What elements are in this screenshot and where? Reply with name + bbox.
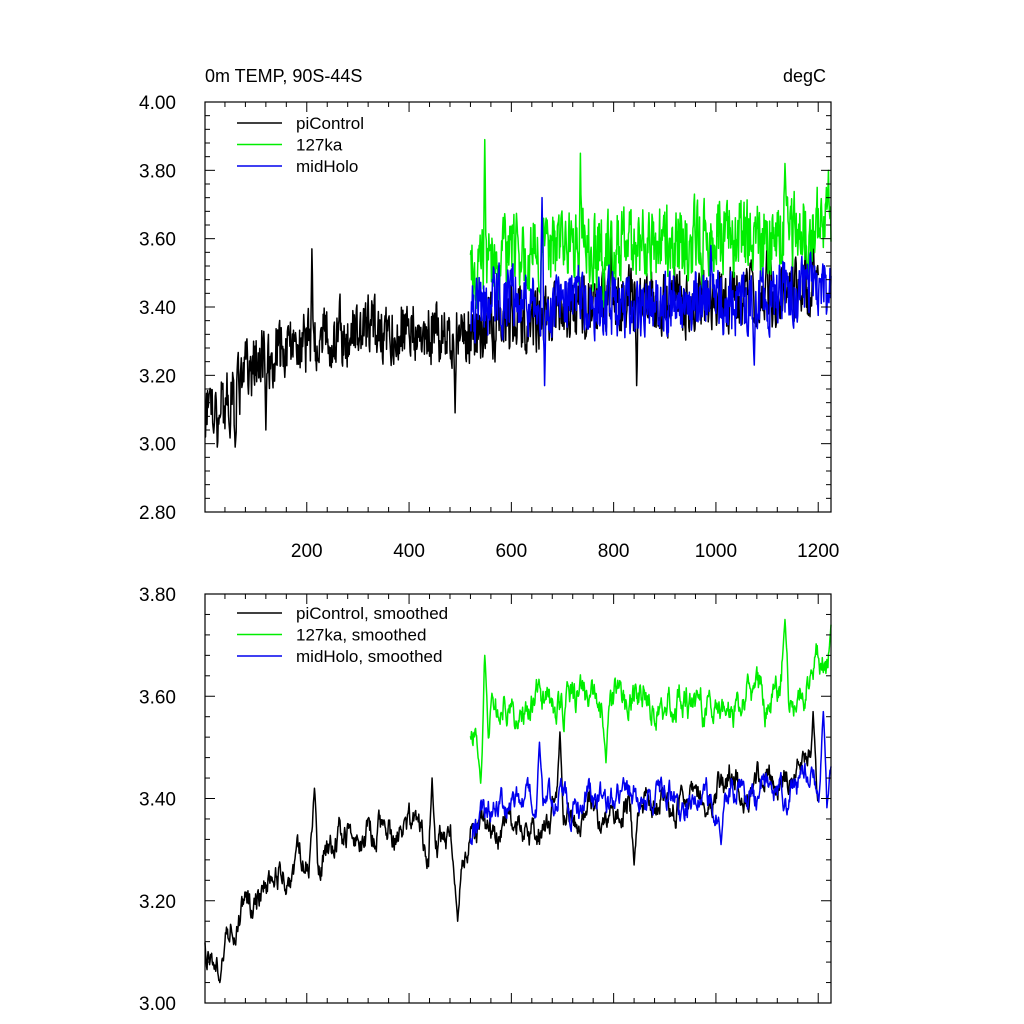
legend-label: midHolo, smoothed [296,647,442,666]
x-tick-label: 1000 [695,541,737,562]
series-line-127ka-smoothed [469,618,832,784]
y-tick-label: 2.80 [139,503,176,524]
series-line-127ka [469,138,832,309]
top-ticks-group: 2.80 3.00 3.20 3.40 3.60 3.80 4.00 200 400 600 800… [139,93,839,562]
y-tick-label: 3.60 [139,687,176,708]
y-tick-label: 3.00 [139,435,176,456]
y-tick-label: 3.20 [139,892,176,913]
y-tick-label: 3.20 [139,366,176,387]
series-line-picontrol-smoothed [204,710,819,984]
legend-label: piControl [296,114,364,133]
bottom-series-group [204,618,832,984]
y-tick-label: 3.00 [139,994,176,1015]
x-tick-label: 400 [393,541,425,562]
x-tick-label: 1200 [797,541,839,562]
legend-label: 127ka [296,136,343,155]
x-tick-label: 600 [495,541,527,562]
series-line-midholo [470,196,832,387]
x-tick-label: 800 [598,541,630,562]
y-tick-label: 4.00 [139,93,176,114]
legend-label: piControl, smoothed [296,604,448,623]
y-tick-label: 3.60 [139,230,176,251]
legend-bottom: piControl, smoothed 127ka, smoothed midHol… [237,604,448,666]
y-tick-label: 3.40 [139,298,176,319]
y-tick-label: 3.80 [139,585,176,606]
legend-label: 127ka, smoothed [296,626,426,645]
title-right: degC [783,66,826,86]
title-left: 0m TEMP, 90S-44S [205,66,362,86]
series-line-midholo-smoothed [469,710,832,846]
top-series-group [204,138,832,448]
legend-label: midHolo [296,157,358,176]
x-tick-label: 200 [291,541,323,562]
y-tick-label: 3.80 [139,161,176,182]
panel-top: 0m TEMP, 90S-44S degC 2.80 3.00 3.20 3.40 3.… [139,66,839,562]
y-tick-label: 3.40 [139,790,176,811]
legend-top: piControl 127ka midHolo [237,114,364,176]
bottom-ticks-group: 3.00 3.20 3.40 3.60 3.80 [139,585,831,1015]
panel-bottom: 3.00 3.20 3.40 3.60 3.80 piControl, smoothed… [139,585,832,1015]
